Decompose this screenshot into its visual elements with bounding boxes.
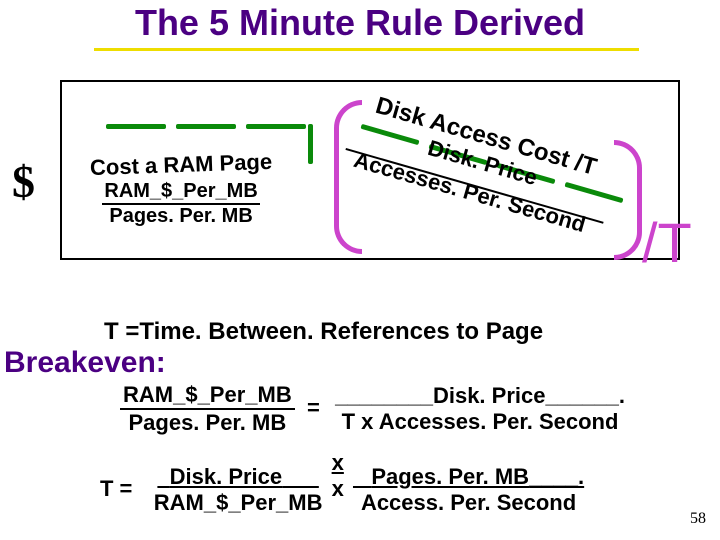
equation-1: RAM_$_Per_MB Pages. Per. MB = ________Di…: [120, 382, 628, 436]
ram-cost-label: Cost a RAM Page: [90, 149, 273, 181]
green-bar: [246, 124, 306, 129]
slide-number: 58: [690, 510, 706, 528]
t-definition: T =Time. Between. References to Page: [104, 318, 543, 346]
eq1-lhs-bot: Pages. Per. MB: [120, 410, 295, 436]
green-bar: [106, 124, 166, 129]
eq1-lhs-top: RAM_$_Per_MB: [120, 382, 295, 410]
ram-cost-denom: Pages. Per. MB: [109, 205, 252, 227]
eq2-a-top: Disk. Price: [151, 464, 326, 490]
green-bar: [308, 124, 313, 164]
ram-cost-block: Cost a RAM Page RAM_$_Per_MB Pages. Per.…: [90, 152, 272, 228]
eq2-mid-top: x x: [332, 450, 344, 502]
slide-title: The 5 Minute Rule Derived: [0, 2, 720, 44]
ram-cost-numerator: RAM_$_Per_MB: [102, 180, 259, 205]
paren-left: [334, 100, 362, 254]
breakeven-label: Breakeven:: [4, 346, 166, 380]
eq2-a-bot: RAM_$_Per_MB: [151, 490, 326, 516]
eq2-prefix: T =: [100, 476, 132, 501]
equation-2: T = Disk. Price RAM_$_Per_MB x x Pages. …: [100, 450, 587, 516]
eq1-rhs-bot: T x Accesses. Per. Second: [332, 409, 628, 435]
eq1-rhs-top: ________Disk. Price______.: [332, 383, 628, 409]
green-bar: [176, 124, 236, 129]
paren-right: [614, 140, 642, 260]
eq1-equals: =: [301, 395, 326, 420]
title-underline: [94, 48, 639, 51]
dollar-sign: $: [12, 155, 35, 208]
eq2-b-top: Pages. Per. MB____.: [350, 464, 587, 490]
eq2-b-bot: Access. Per. Second: [350, 490, 587, 516]
outer-div-t: /T: [642, 210, 692, 275]
